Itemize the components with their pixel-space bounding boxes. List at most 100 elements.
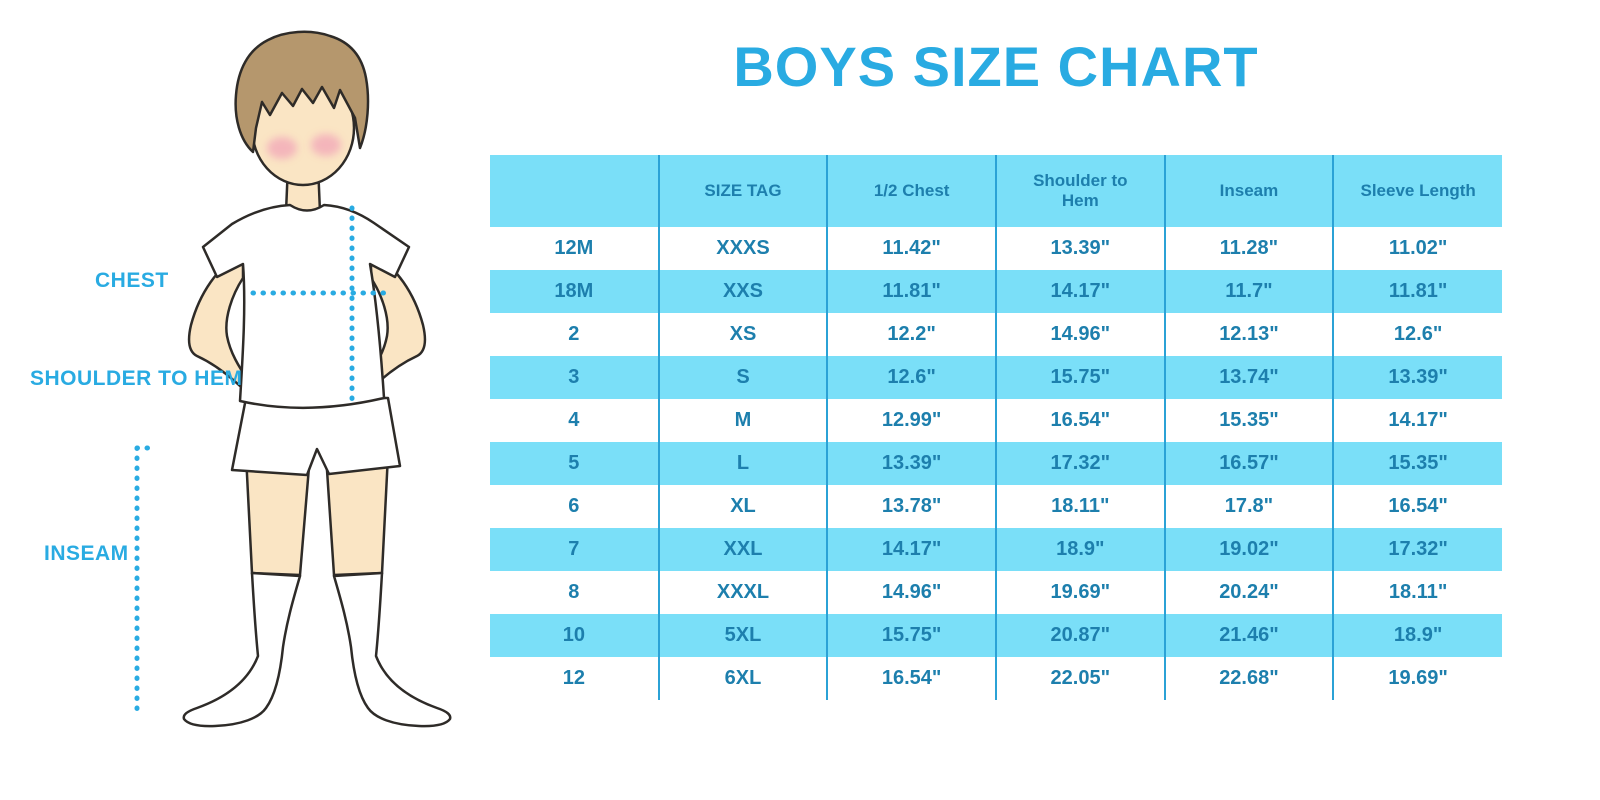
- size-chart-table: SIZE TAG 1/2 Chest Shoulder to Hem Inseam Sl…: [490, 155, 1502, 700]
- cell: 15.75": [994, 356, 1165, 399]
- table-row-size-18m: 18M XXS 11.81" 14.17" 11.7" 11.81": [490, 270, 1502, 313]
- row-label: 5: [490, 442, 659, 485]
- blush-right-cheek: [311, 134, 341, 156]
- cell: 11.02": [1332, 227, 1502, 270]
- cell: 22.05": [994, 657, 1165, 700]
- chest-label: CHEST: [95, 269, 169, 292]
- cell: 12.99": [826, 399, 996, 442]
- column-header-blank: [490, 155, 659, 227]
- cell: 19.02": [1163, 528, 1334, 571]
- hair: [234, 30, 370, 154]
- row-label: 4: [490, 399, 659, 442]
- table-row-size-7: 7 XXL 14.17" 18.9" 19.02" 17.32": [490, 528, 1502, 571]
- cell: 11.7": [1163, 270, 1334, 313]
- left-arm: [187, 253, 254, 388]
- cell: XXL: [657, 528, 828, 571]
- page-title: BOYS SIZE CHART: [733, 35, 1259, 98]
- cell: 6XL: [657, 657, 828, 700]
- cell: 19.69": [1332, 657, 1502, 700]
- cell: 15.35": [1163, 399, 1334, 442]
- cell: 20.87": [994, 614, 1165, 657]
- cell: 22.68": [1163, 657, 1334, 700]
- cell: XXXS: [657, 227, 828, 270]
- column-header-shoulder-to-hem: Shoulder to Hem: [994, 155, 1165, 227]
- shoulder-to-hem-label: SHOULDER TO HEM: [30, 367, 243, 390]
- cell: 13.74": [1163, 356, 1334, 399]
- cell: 18.9": [1332, 614, 1502, 657]
- column-header-inseam: Inseam: [1163, 155, 1334, 227]
- blush-left-cheek: [267, 137, 297, 159]
- row-label: 12: [490, 657, 659, 700]
- cell: XL: [657, 485, 828, 528]
- cell: 11.28": [1163, 227, 1334, 270]
- row-label: 8: [490, 571, 659, 614]
- cell: 19.69": [994, 571, 1165, 614]
- cell: 14.17": [1332, 399, 1502, 442]
- cell: 14.96": [826, 571, 996, 614]
- cell: 15.75": [826, 614, 996, 657]
- cell: 13.39": [826, 442, 996, 485]
- cell: 11.42": [826, 227, 996, 270]
- row-label: 2: [490, 313, 659, 356]
- cell: 16.57": [1163, 442, 1334, 485]
- boy-measurement-illustration: [134, 30, 452, 728]
- row-label: 10: [490, 614, 659, 657]
- cell: 17.32": [994, 442, 1165, 485]
- table-row-size-5: 5 L 13.39" 17.32" 16.57" 15.35": [490, 442, 1502, 485]
- row-label: 6: [490, 485, 659, 528]
- row-label: 3: [490, 356, 659, 399]
- cell: 12.6": [826, 356, 996, 399]
- cell: 11.81": [1332, 270, 1502, 313]
- cell: 11.81": [826, 270, 996, 313]
- table-row-size-6: 6 XL 13.78" 18.11" 17.8" 16.54": [490, 485, 1502, 528]
- cell: 16.54": [1332, 485, 1502, 528]
- cell: 18.11": [1332, 571, 1502, 614]
- table-row-size-4: 4 M 12.99" 16.54" 15.35" 14.17": [490, 399, 1502, 442]
- row-label: 18M: [490, 270, 659, 313]
- cell: 17.32": [1332, 528, 1502, 571]
- right-sock: [332, 571, 452, 728]
- table-row-size-12m: 12M XXXS 11.42" 13.39" 11.28" 11.02": [490, 227, 1502, 270]
- cell: 12.2": [826, 313, 996, 356]
- table-row-size-12: 12 6XL 16.54" 22.05" 22.68" 19.69": [490, 657, 1502, 700]
- cell: 13.78": [826, 485, 996, 528]
- cell: M: [657, 399, 828, 442]
- cell: 12.6": [1332, 313, 1502, 356]
- cell: L: [657, 442, 828, 485]
- inseam-label: INSEAM: [44, 542, 129, 565]
- table-row-size-10: 10 5XL 15.75" 20.87" 21.46" 18.9": [490, 614, 1502, 657]
- cell: 20.24": [1163, 571, 1334, 614]
- cell: XS: [657, 313, 828, 356]
- table-row-size-2: 2 XS 12.2" 14.96" 12.13" 12.6": [490, 313, 1502, 356]
- right-arm: [360, 253, 427, 388]
- cell: S: [657, 356, 828, 399]
- t-shirt: [201, 203, 411, 410]
- cell: 18.11": [994, 485, 1165, 528]
- header-row: SIZE TAG 1/2 Chest Shoulder to Hem Inseam Sl…: [490, 155, 1502, 227]
- row-label: 7: [490, 528, 659, 571]
- cell: 5XL: [657, 614, 828, 657]
- cell: 16.54": [826, 657, 996, 700]
- row-label: 12M: [490, 227, 659, 270]
- cell: 13.39": [994, 227, 1165, 270]
- shorts: [230, 396, 402, 477]
- cell: XXXL: [657, 571, 828, 614]
- cell: 17.8": [1163, 485, 1334, 528]
- table-row-size-3: 3 S 12.6" 15.75" 13.74" 13.39": [490, 356, 1502, 399]
- cell: 13.39": [1332, 356, 1502, 399]
- cell: 21.46": [1163, 614, 1334, 657]
- cell: 14.17": [826, 528, 996, 571]
- cell: 12.13": [1163, 313, 1334, 356]
- cell: XXS: [657, 270, 828, 313]
- column-header-1-2-chest: 1/2 Chest: [826, 155, 996, 227]
- column-header-sleeve-length: Sleeve Length: [1332, 155, 1502, 227]
- cell: 16.54": [994, 399, 1165, 442]
- table-body: 12M XXXS 11.42" 13.39" 11.28" 11.02" 18M XXS 11.…: [490, 227, 1502, 700]
- cell: 18.9": [994, 528, 1165, 571]
- inseam-measure-line: [134, 445, 160, 721]
- cell: 15.35": [1332, 442, 1502, 485]
- cell: 14.96": [994, 313, 1165, 356]
- table-row-size-8: 8 XXXL 14.96" 19.69" 20.24" 18.11": [490, 571, 1502, 614]
- column-header-size-tag: SIZE TAG: [657, 155, 828, 227]
